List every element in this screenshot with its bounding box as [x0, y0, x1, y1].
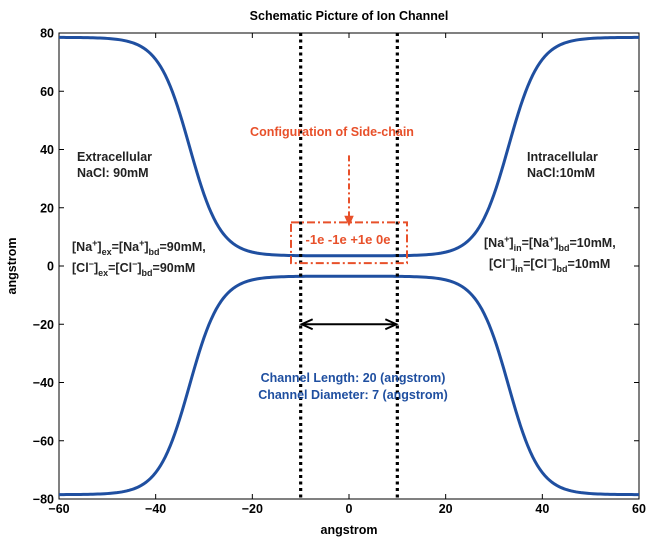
intracellular-conc: NaCl:10mM [527, 166, 595, 180]
channel-diameter-label: Channel Diameter: 7 (angstrom) [258, 388, 448, 402]
channel-length-arrowhead-left [299, 318, 314, 331]
channel-walls [59, 35, 639, 497]
y-tick-label: −80 [33, 493, 54, 507]
x-tick-label: 20 [439, 502, 453, 516]
boundary-lines [299, 33, 399, 499]
ex-cl-equation: [Cl−]ex=[Cl−]bd=90mM [72, 259, 195, 278]
y-tick-label: 60 [40, 85, 54, 99]
in-na-equation: [Na+]in=[Na+]bd=10mM, [484, 234, 616, 253]
in-cl-equation: [Cl−]in=[Cl−]bd=10mM [489, 255, 610, 274]
channel-length-label: Channel Length: 20 (angstrom) [261, 371, 446, 385]
arrows [290, 155, 408, 331]
x-tick-label: −40 [145, 502, 166, 516]
y-tick-label: 0 [47, 260, 54, 274]
extracellular-conc: NaCl: 90mM [77, 166, 149, 180]
side-chain-config-box [290, 221, 408, 265]
y-tick-label: −20 [33, 318, 54, 332]
x-tick-label: −20 [242, 502, 263, 516]
config-title: Configuration of Side-chain [250, 125, 414, 139]
side-chain-charges: -1e -1e +1e 0e [306, 232, 391, 247]
x-tick-label: 40 [535, 502, 549, 516]
x-tick-label: 60 [632, 502, 646, 516]
extracellular-label: Extracellular [77, 150, 152, 164]
ex-na-equation: [Na+]ex=[Na+]bd=90mM, [72, 238, 206, 257]
y-tick-label: −60 [33, 434, 54, 448]
y-tick-label: 80 [40, 27, 54, 41]
upper-channel-wall [59, 35, 639, 258]
y-axis-label: angstrom [5, 238, 19, 295]
lower-channel-wall [59, 274, 639, 497]
y-axis-ticks: −80 −60 −40 −20 0 20 40 60 80 [33, 27, 639, 507]
chart-title: Schematic Picture of Ion Channel [250, 9, 449, 23]
channel-length-arrowhead-right [384, 318, 399, 331]
x-axis-label: angstrom [321, 523, 378, 537]
y-tick-label: 40 [40, 143, 54, 157]
x-tick-label: 0 [346, 502, 353, 516]
y-tick-label: −40 [33, 376, 54, 390]
config-pointer-arrowhead [344, 215, 354, 227]
x-tick-label: −60 [48, 502, 69, 516]
y-tick-label: 20 [40, 201, 54, 215]
intracellular-label: Intracellular [527, 150, 598, 164]
